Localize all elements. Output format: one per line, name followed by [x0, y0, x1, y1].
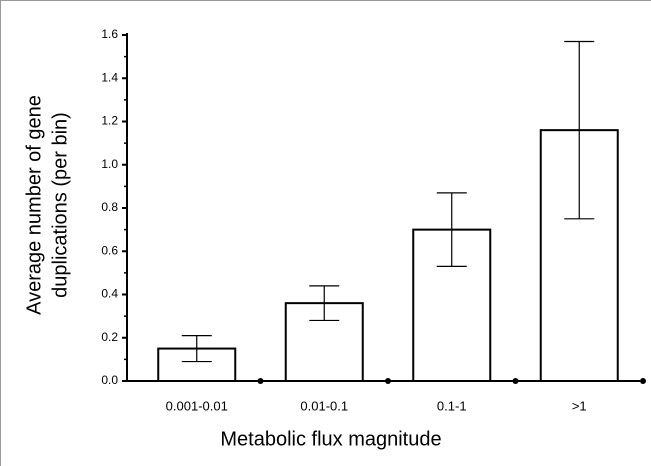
y-tick-label: 0.6: [101, 243, 118, 257]
y-tick-label: 0.2: [101, 330, 118, 344]
y-tick-label: 1.0: [101, 157, 118, 171]
x-tick-label: 0.1-1: [437, 398, 467, 413]
y-tick-label: 1.2: [101, 114, 118, 128]
x-tick-label: 0.01-0.1: [300, 398, 348, 413]
y-tick-label: 1.6: [101, 27, 118, 41]
axis-break: [257, 378, 264, 384]
y-tick-label: 0.8: [101, 200, 118, 214]
x-tick-label: >1: [572, 398, 587, 413]
error-bar: [436, 192, 467, 267]
y-tick-label: 0.0: [101, 373, 118, 387]
y-tick-label: 0.4: [101, 287, 118, 301]
y-axis-label: Average number of gene: [23, 95, 45, 315]
error-bar: [564, 40, 595, 220]
axis-break: [640, 378, 646, 384]
error-bar: [309, 285, 340, 322]
axis-break: [385, 378, 391, 384]
error-bar: [181, 334, 212, 363]
x-tick-label: 0.001-0.01: [166, 398, 228, 413]
y-tick-label: 1.4: [101, 70, 118, 84]
x-axis-label: Metabolic flux magnitude: [220, 428, 441, 450]
axis-break: [512, 378, 519, 384]
y-axis-label: duplications (per bin): [49, 112, 71, 298]
